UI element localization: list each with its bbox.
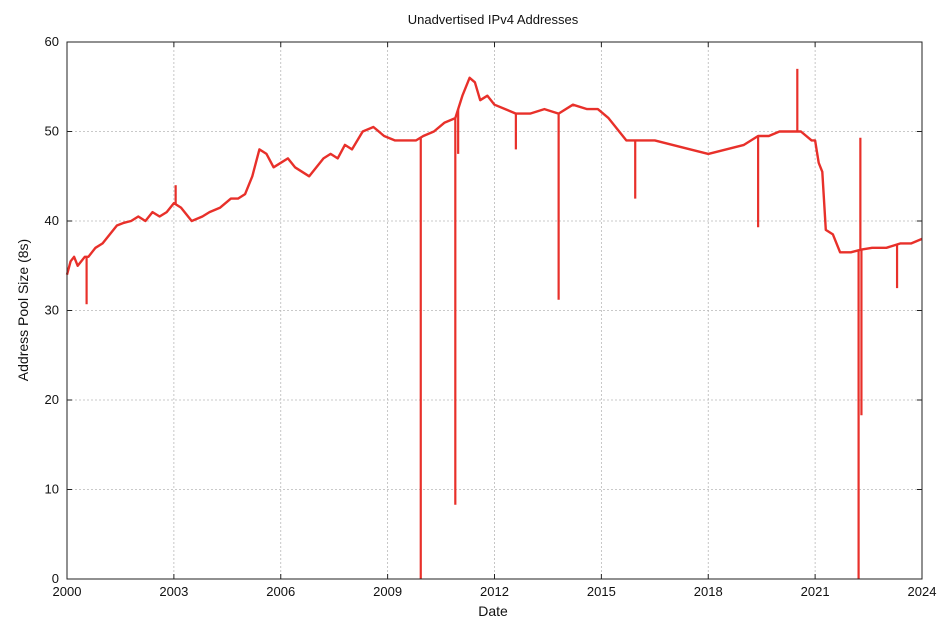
x-tick-label: 2018 bbox=[694, 584, 723, 599]
y-axis-ticks: 0 10 20 30 40 50 60 bbox=[45, 34, 922, 586]
series-layer bbox=[65, 68, 923, 579]
series-line bbox=[65, 76, 923, 276]
y-tick-label: 10 bbox=[45, 482, 59, 497]
x-axis-ticks: 2000 2003 2006 2009 2012 2015 2018 2021 2024 bbox=[53, 42, 937, 599]
x-tick-label: 2015 bbox=[587, 584, 616, 599]
chart-title: Unadvertised IPv4 Addresses bbox=[408, 12, 579, 27]
x-tick-label: 2006 bbox=[266, 584, 295, 599]
y-tick-label: 50 bbox=[45, 124, 59, 139]
y-tick-label: 30 bbox=[45, 303, 59, 318]
x-tick-label: 2009 bbox=[373, 584, 402, 599]
x-tick-label: 2024 bbox=[908, 584, 937, 599]
x-tick-label: 2000 bbox=[53, 584, 82, 599]
x-axis-label: Date bbox=[478, 603, 508, 619]
y-tick-label: 40 bbox=[45, 213, 59, 228]
y-axis-label: Address Pool Size (8s) bbox=[15, 239, 31, 381]
y-tick-label: 20 bbox=[45, 392, 59, 407]
y-tick-label: 60 bbox=[45, 34, 59, 49]
x-tick-label: 2003 bbox=[159, 584, 188, 599]
x-tick-label: 2021 bbox=[801, 584, 830, 599]
x-tick-label: 2012 bbox=[480, 584, 509, 599]
y-tick-label: 0 bbox=[52, 571, 59, 586]
grid bbox=[67, 42, 922, 579]
